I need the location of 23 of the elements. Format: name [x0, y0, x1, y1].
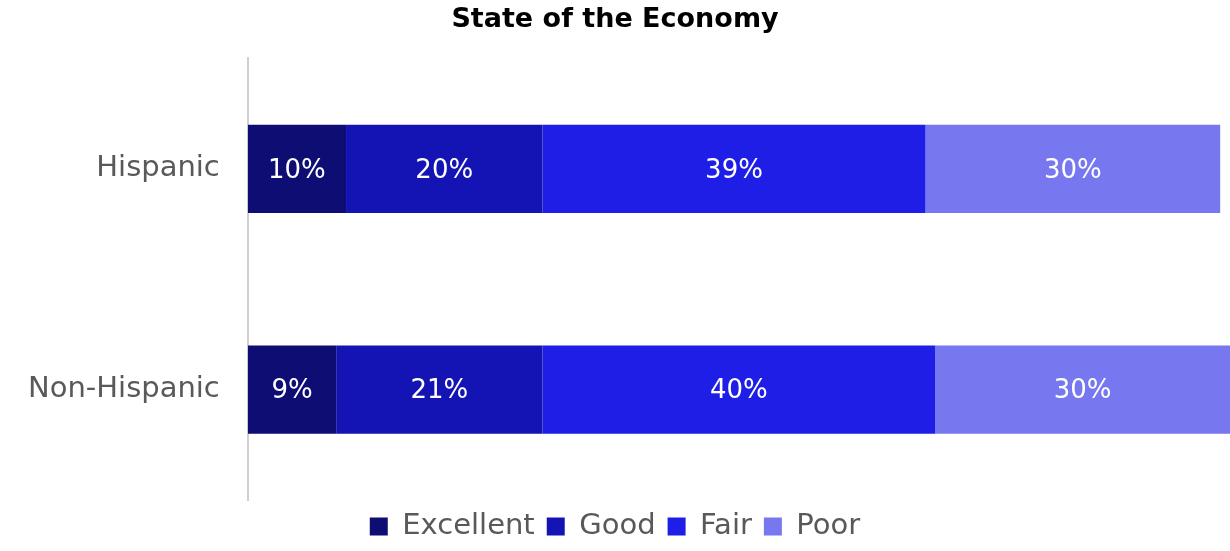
- y-tick-label: Hispanic: [96, 149, 220, 184]
- bar: [346, 124, 543, 213]
- bar: [925, 124, 1221, 213]
- legend-label: Fair: [700, 507, 752, 542]
- y-tick-label: Non-Hispanic: [27, 370, 220, 405]
- data-label: 30%: [1053, 374, 1112, 405]
- data-label: 21%: [410, 374, 469, 405]
- data-label: 9%: [271, 374, 313, 405]
- legend-label: Poor: [796, 507, 861, 542]
- data-label: 39%: [705, 153, 763, 184]
- data-label: 40%: [710, 374, 768, 405]
- data-label: 20%: [415, 153, 474, 184]
- data-label: 10%: [268, 153, 326, 184]
- bar: [542, 124, 926, 213]
- data-label: 30%: [1043, 153, 1102, 184]
- chart-title: State of the Economy: [451, 2, 780, 34]
- bar: [336, 345, 543, 434]
- legend-label: Excellent: [402, 507, 535, 542]
- bar: [247, 345, 337, 434]
- legend-label: Good: [579, 507, 656, 542]
- bar: [542, 345, 936, 434]
- bar: [935, 345, 1230, 434]
- bar: [247, 124, 347, 213]
